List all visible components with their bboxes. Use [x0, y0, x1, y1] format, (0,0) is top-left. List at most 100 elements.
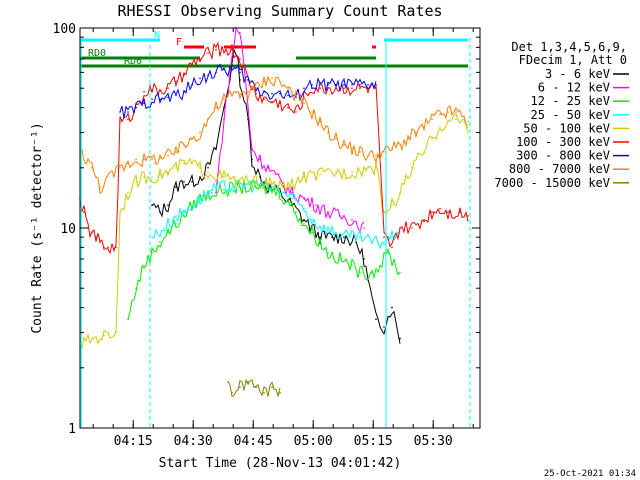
series-3-point-9 [247, 183, 249, 186]
series-6-point-23 [303, 87, 305, 89]
series-2-point-6 [175, 223, 177, 225]
series-8-point-6 [271, 386, 273, 389]
series-1-point-14 [327, 211, 329, 213]
series-5-point-3 [91, 231, 93, 234]
series-7-point-37 [375, 154, 377, 157]
series-5-point-5 [99, 241, 101, 243]
series-6-point-13 [223, 68, 225, 71]
series-5-point-36 [343, 87, 345, 89]
series-5-point-29 [287, 106, 289, 109]
series-0-point-7 [207, 167, 209, 169]
series-4-point-1 [91, 337, 93, 340]
series-3-point-3 [183, 211, 185, 213]
series-6-point-22 [295, 96, 297, 99]
series-5-point-20 [207, 52, 209, 54]
series-1-point-16 [351, 218, 353, 221]
series-1-point-11 [291, 192, 293, 194]
series-2-point-0 [127, 318, 129, 321]
series-3-point-1 [163, 227, 165, 229]
series-5-point-18 [191, 63, 193, 65]
series-5-point-43 [399, 227, 401, 229]
series-6-point-9 [191, 84, 193, 86]
flag-label-rd0: RD0 [88, 48, 106, 59]
series-6-point-25 [319, 84, 321, 86]
series-5-point-26 [263, 98, 265, 101]
series-0-point-3 [175, 186, 177, 188]
series-5-point-6 [103, 246, 105, 249]
series-4-point-8 [151, 176, 153, 178]
series-1-point-6 [247, 106, 249, 109]
series-4-point-6 [135, 181, 137, 183]
series-5-point-9 [119, 120, 121, 123]
series-6-point-24 [311, 84, 313, 86]
series-8-point-2 [239, 386, 241, 389]
series-5-point-50 [467, 215, 469, 217]
series-3-point-5 [199, 198, 201, 200]
legend-label-6: 300 - 800 keV [516, 149, 610, 163]
series-line-4 [79, 113, 469, 350]
series-2-point-23 [351, 264, 353, 267]
series-2-point-5 [167, 231, 169, 234]
series-0-point-13 [247, 118, 249, 120]
series-6-point-26 [327, 84, 329, 86]
series-line-5 [79, 41, 469, 255]
series-5-point-16 [175, 80, 177, 83]
series-5-point-14 [159, 89, 161, 91]
series-line-7 [79, 75, 469, 195]
series-0-point-29 [391, 306, 393, 309]
attenuator-lines [80, 38, 471, 428]
series-4-point-17 [239, 181, 241, 183]
series-line-6 [119, 63, 377, 119]
series-7-point-36 [367, 154, 369, 157]
series-7-point-47 [455, 111, 457, 113]
series-7-point-23 [263, 80, 265, 83]
series-8-point-0 [227, 381, 229, 383]
series-7-point-5 [119, 167, 121, 169]
series-3-point-0 [151, 236, 153, 238]
series-5-point-25 [255, 92, 257, 95]
series-7-point-20 [239, 92, 241, 95]
series-4-point-26 [375, 167, 377, 169]
series-1-point-13 [315, 204, 317, 206]
series-1-point-0 [215, 192, 217, 194]
series-3-point-12 [291, 198, 293, 200]
series-2-point-19 [311, 231, 313, 234]
legend-label-7: 800 - 7000 keV [509, 162, 610, 176]
series-1-point-4 [239, 31, 241, 34]
series-7-point-49 [467, 120, 469, 123]
series-5-point-17 [183, 74, 185, 77]
series-0-point-1 [159, 211, 161, 213]
series-1-point-12 [303, 198, 305, 200]
series-4-point-16 [223, 176, 225, 178]
series-6-point-4 [151, 98, 153, 101]
series-1-point-1 [223, 118, 225, 120]
series-0-point-22 [331, 236, 333, 238]
series-4-point-32 [431, 137, 433, 140]
series-7-point-22 [255, 87, 257, 89]
series-4-point-13 [191, 162, 193, 165]
series-5-point-44 [411, 227, 413, 229]
series-3-point-18 [359, 236, 361, 238]
series-1-point-9 [267, 167, 269, 169]
series-6-point-27 [335, 84, 337, 86]
series-2-point-1 [135, 287, 137, 290]
series-1-point-15 [339, 215, 341, 217]
series-7-point-43 [423, 126, 425, 128]
series-6-point-20 [279, 92, 281, 95]
series-2-point-14 [271, 189, 273, 191]
series-7-point-1 [87, 158, 89, 161]
series-5-point-10 [127, 118, 129, 120]
series-3-point-7 [219, 186, 221, 188]
x-tick-label-2: 04:45 [234, 434, 273, 449]
series-3-point-15 [323, 227, 325, 229]
timestamp: 25-Oct-2021 01:34 [544, 469, 636, 479]
legend-label-1: 6 - 12 keV [538, 81, 610, 95]
series-4-point-29 [399, 192, 401, 194]
series-2-point-7 [183, 215, 185, 217]
series-2-point-21 [327, 252, 329, 254]
series-7-point-10 [159, 156, 161, 159]
series-0-point-8 [215, 147, 217, 150]
series-4-point-34 [447, 120, 449, 123]
series-4-point-2 [103, 334, 105, 337]
series-7-point-21 [247, 91, 249, 93]
